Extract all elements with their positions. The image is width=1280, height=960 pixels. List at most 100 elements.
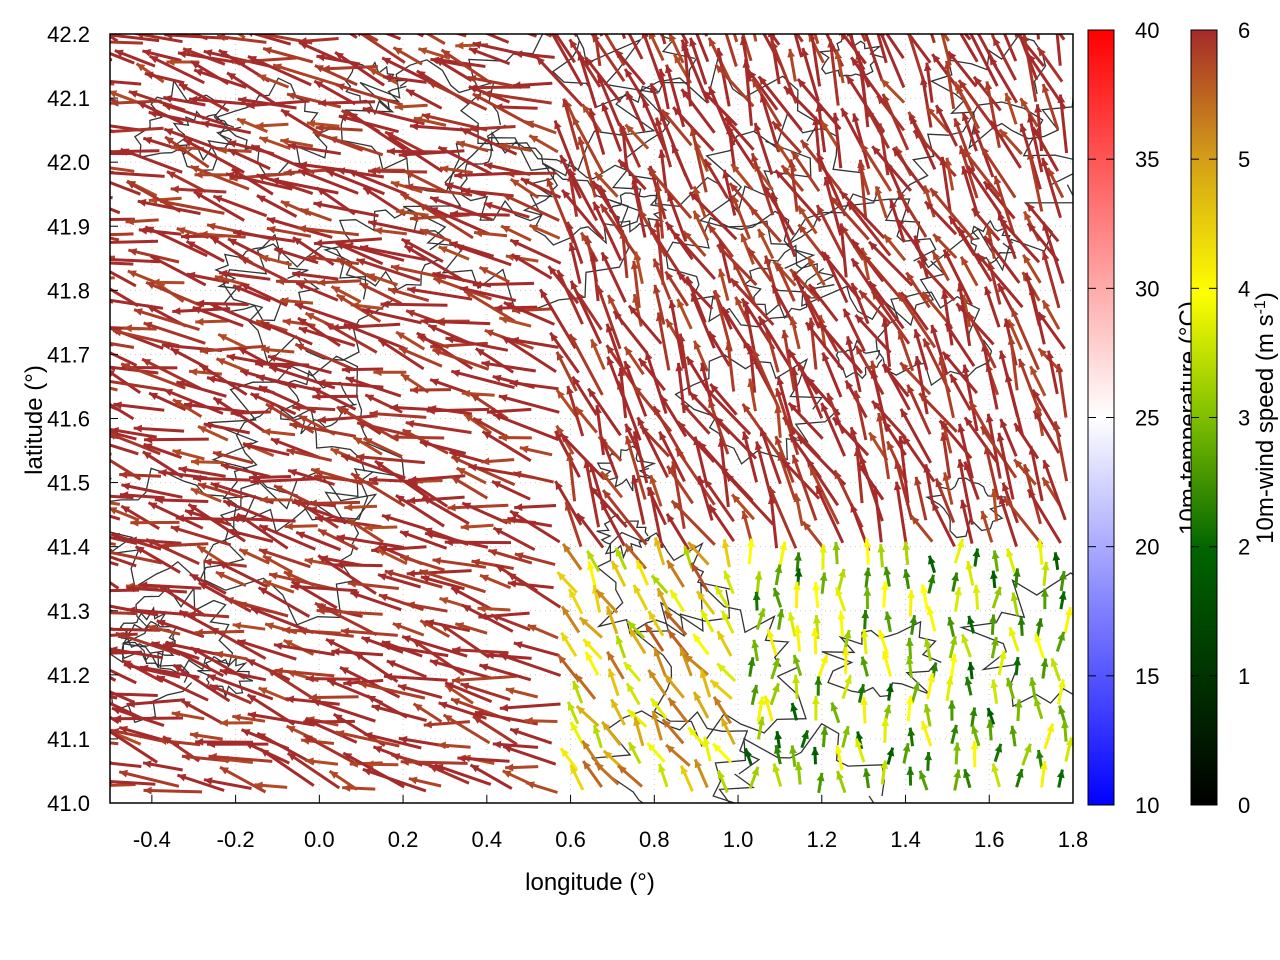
wind-arrow-head <box>793 625 802 634</box>
wind-arrow-head <box>957 423 966 433</box>
wind-arrow-shaft <box>405 421 472 435</box>
wind-arrow-head <box>596 590 605 599</box>
wind-arrow-head <box>260 321 270 330</box>
wind-arrow-head <box>243 442 252 450</box>
wind-arrow-head <box>90 231 98 239</box>
wind-arrow-head <box>742 403 751 413</box>
wind-arrow-head <box>771 40 779 50</box>
wind-arrow-head <box>1007 336 1016 345</box>
wind-arrow-shaft <box>789 159 799 212</box>
wind-arrow-head <box>906 766 915 775</box>
wind-arrow-head <box>451 587 461 595</box>
wind-arrow-head <box>218 19 227 27</box>
wind-arrow-shaft <box>343 242 405 262</box>
wind-arrow-shaft <box>915 355 929 415</box>
wind-arrow-head <box>913 235 921 245</box>
wind-arrow-head <box>860 656 869 666</box>
wind-arrow-shaft <box>502 744 557 766</box>
wind-arrow-head <box>1061 719 1069 729</box>
wind-arrow-shaft <box>406 495 465 503</box>
wind-arrow-head <box>826 393 835 402</box>
wind-arrow-head <box>214 274 224 283</box>
wind-arrow-head <box>340 627 350 636</box>
wind-arrow-head <box>880 760 889 769</box>
wind-arrow-shaft <box>589 485 628 529</box>
wind-arrow-head <box>989 614 997 623</box>
wind-arrow-head <box>91 694 100 701</box>
wind-arrow-head <box>490 18 499 25</box>
wind-arrow-head <box>1019 123 1028 133</box>
wind-arrow-head <box>114 49 124 58</box>
wind-arrow-head <box>740 233 749 243</box>
wind-arrow-shaft <box>249 392 297 416</box>
wind-arrow-head <box>428 324 438 333</box>
wind-arrow-head <box>699 362 708 372</box>
wind-arrow-head <box>308 499 317 508</box>
wind-arrow-head <box>930 188 939 198</box>
wind-arrow-head <box>949 653 958 663</box>
wind-arrow-shaft <box>193 190 245 222</box>
wind-arrow-shaft <box>406 569 472 576</box>
wind-arrow-head <box>704 479 713 489</box>
wind-arrow-shaft <box>110 432 161 456</box>
wind-arrow-head <box>492 374 502 383</box>
wind-arrow-head <box>207 674 217 682</box>
wind-arrow-head <box>1013 657 1021 666</box>
wind-arrow-head <box>462 605 471 613</box>
wind-arrow-head <box>1003 318 1012 328</box>
x-tick-label: 1.0 <box>723 827 754 852</box>
wind-arrow-head <box>213 450 222 459</box>
wind-arrow-head <box>507 573 517 581</box>
wind-arrow-shaft <box>444 681 493 703</box>
wind-arrow-head <box>845 336 854 346</box>
wind-arrow-head <box>654 537 662 547</box>
terrain-contour <box>460 130 555 222</box>
wind-arrow-head <box>996 432 1005 442</box>
wind-arrow-head <box>861 610 870 619</box>
wind-arrow-shaft <box>110 668 137 685</box>
wind-arrow-head <box>910 115 918 125</box>
wind-arrow-head <box>146 539 156 547</box>
wind-arrow-head <box>201 120 210 129</box>
wind-arrow-head <box>822 352 830 362</box>
wind-arrow-head <box>721 539 730 549</box>
wind-arrow-head <box>793 581 801 590</box>
wind-arrow-shaft <box>110 780 156 786</box>
wind-arrow-head <box>1023 254 1031 264</box>
wind-arrow-head <box>801 48 809 57</box>
wind-arrow-head <box>163 736 172 745</box>
wind-arrow-head <box>797 436 807 445</box>
wind-arrow-head <box>1027 113 1035 123</box>
wind-arrow-head <box>388 287 397 295</box>
wind-arrow-head <box>469 47 478 55</box>
x-tick-label: 0.4 <box>472 827 503 852</box>
wind-arrow-head <box>314 65 324 73</box>
wind-arrow-head <box>142 49 152 57</box>
wind-arrow-head <box>419 440 429 448</box>
wind-arrow-head <box>314 81 324 89</box>
wind-arrow-head <box>282 318 292 326</box>
wind-arrow-head <box>231 169 241 177</box>
wind-arrow-head <box>239 549 249 557</box>
wind-arrow-head <box>1056 769 1065 779</box>
wind-arrow-shaft <box>170 525 232 547</box>
wind-arrow-shaft <box>1055 34 1062 66</box>
wind-arrow-head <box>659 431 667 441</box>
wind-arrow-shaft <box>631 474 646 525</box>
wind-arrow-head <box>430 378 440 386</box>
wind-arrow-head <box>759 94 768 103</box>
wind-arrow-head <box>863 587 872 596</box>
wind-arrow-head <box>312 392 321 401</box>
wind-arrow-head <box>729 183 739 192</box>
wind-arrow-shaft <box>220 463 271 479</box>
wind-arrow-shaft <box>566 385 585 437</box>
wind-arrow-head <box>256 173 266 182</box>
wind-arrow-shaft <box>616 380 642 441</box>
x-tick-label: -0.4 <box>133 827 171 852</box>
wind-arrow-head <box>555 431 563 440</box>
wind-arrow-head <box>1065 607 1073 616</box>
wind-arrow-head <box>85 120 94 128</box>
wind-arrow-head <box>456 140 466 149</box>
wind-arrow-head <box>421 112 431 121</box>
wind-arrow-head <box>851 239 860 249</box>
